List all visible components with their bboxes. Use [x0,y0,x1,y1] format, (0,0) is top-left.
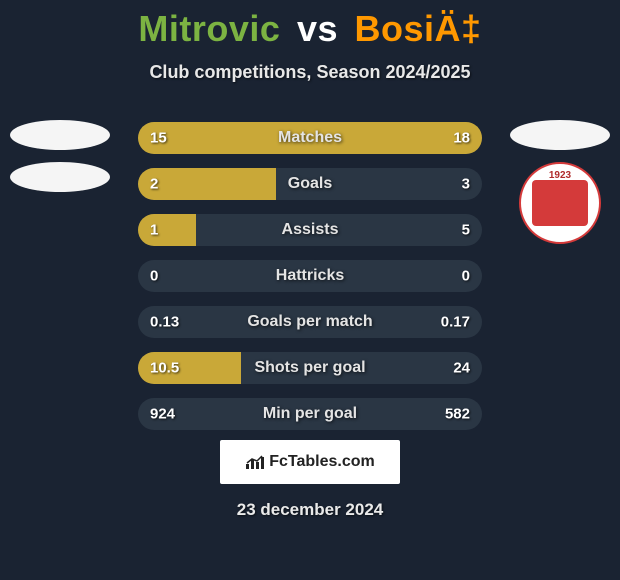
stat-bar: 924 582 Min per goal [138,398,482,430]
comparison-title: Mitrovic vs BosiÄ‡ [0,0,620,50]
stat-value-left: 924 [150,406,175,423]
stat-value-left: 0.13 [150,314,179,331]
stat-bar: 10.5 24 Shots per goal [138,352,482,384]
player1-name: Mitrovic [138,8,280,49]
site-name: FcTables.com [269,453,375,471]
stat-value-right: 0 [462,268,470,285]
stat-value-right: 5 [462,222,470,239]
stat-value-left: 1 [150,222,158,239]
stat-bar: 0 0 Hattricks [138,260,482,292]
crest-shape [532,180,588,226]
site-badge: FcTables.com [220,440,400,484]
stat-value-right: 3 [462,176,470,193]
right-club-crest: 1923 [519,162,601,244]
stat-label: Hattricks [276,267,344,285]
stat-value-left: 10.5 [150,360,179,377]
stat-label: Goals [288,175,332,193]
generated-date: 23 december 2024 [237,500,384,520]
stat-bar: 1 5 Assists [138,214,482,246]
stat-value-left: 2 [150,176,158,193]
stat-value-right: 24 [453,360,470,377]
stat-bar: 2 3 Goals [138,168,482,200]
subtitle: Club competitions, Season 2024/2025 [0,62,620,83]
stat-fill-left [138,168,276,200]
right-badges: 1923 [510,120,610,244]
stat-label: Goals per match [247,313,372,331]
stat-label: Shots per goal [254,359,365,377]
stat-value-left: 0 [150,268,158,285]
left-club-placeholder-1 [10,120,110,150]
stat-value-right: 18 [453,130,470,147]
stat-label: Assists [282,221,339,239]
site-chart-icon [245,454,265,470]
stat-value-right: 582 [445,406,470,423]
player2-name: BosiÄ‡ [355,8,482,49]
stat-label: Matches [278,129,342,147]
right-club-placeholder-1 [510,120,610,150]
stat-bars: 1518Matches23Goals15Assists00Hattricks0.… [138,122,482,430]
stat-bar: 15 18 Matches [138,122,482,154]
left-club-placeholder-2 [10,162,110,192]
left-badges [10,120,110,192]
vs-text: vs [291,8,344,49]
crest-year: 1923 [549,170,571,181]
stat-bar: 0.13 0.17 Goals per match [138,306,482,338]
stat-value-left: 15 [150,130,167,147]
stat-fill-left [138,214,196,246]
stat-value-right: 0.17 [441,314,470,331]
stat-label: Min per goal [263,405,357,423]
